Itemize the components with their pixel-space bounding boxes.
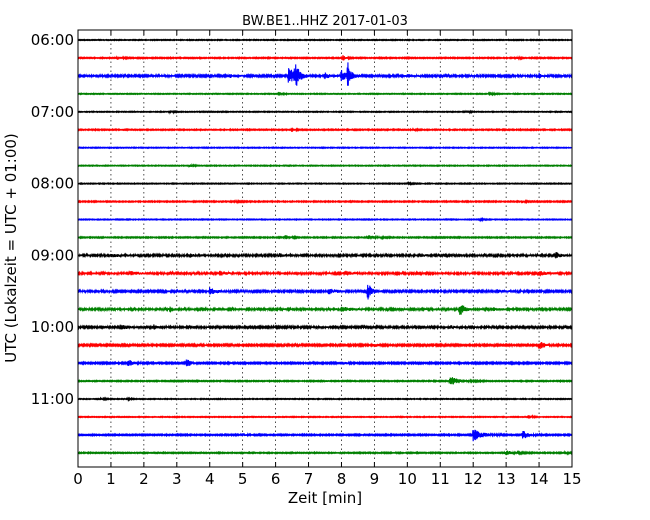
trace-1000 <box>77 324 573 331</box>
y-tick-label: 06:00 <box>31 31 74 49</box>
x-tick-label: 6 <box>271 470 281 488</box>
plot-frame <box>77 29 573 468</box>
trace-0630 <box>77 62 573 86</box>
x-axis-label: Zeit [min] <box>288 489 362 507</box>
trace-1145 <box>77 449 573 456</box>
y-tick-label: 11:00 <box>31 390 74 408</box>
x-tick-label: 5 <box>238 470 248 488</box>
y-tick-label: 08:00 <box>31 175 74 193</box>
x-tick-label: 13 <box>497 470 516 488</box>
trace-1030 <box>77 359 573 367</box>
x-tick-label: 15 <box>562 470 581 488</box>
plot-area: 0 1 2 3 4 5 6 7 8 9 10 11 12 13 14 1506:0007:0008:0009:… <box>31 29 582 488</box>
x-tick-label: 10 <box>398 470 417 488</box>
x-tick-label: 7 <box>304 470 314 488</box>
trace-1015 <box>77 341 573 349</box>
trace-0615 <box>77 55 573 61</box>
trace-0900 <box>77 252 573 259</box>
chart-title: BW.BE1..HHZ 2017-01-03 <box>242 14 408 29</box>
trace-0745 <box>77 162 573 169</box>
trace-0845 <box>77 234 573 241</box>
x-tick-label: 8 <box>337 470 347 488</box>
trace-0645 <box>77 91 573 97</box>
x-tick-label: 0 <box>73 470 83 488</box>
trace-0815 <box>77 198 573 205</box>
x-tick-label: 11 <box>431 470 450 488</box>
x-tick-label: 12 <box>464 470 483 488</box>
trace-0800 <box>77 180 573 187</box>
trace-0730 <box>77 145 573 150</box>
trace-0945 <box>77 305 573 315</box>
trace-1130 <box>77 429 573 442</box>
x-tick-label: 3 <box>172 470 182 488</box>
trace-0915 <box>77 270 573 277</box>
trace-1045 <box>77 377 573 385</box>
trace-0700 <box>77 109 573 115</box>
y-tick-label: 09:00 <box>31 246 74 264</box>
x-tick-label: 4 <box>205 470 215 488</box>
y-tick-label: 10:00 <box>31 318 74 336</box>
trace-0715 <box>77 127 573 133</box>
x-tick-label: 9 <box>370 470 380 488</box>
trace-1115 <box>77 414 573 420</box>
trace-0930 <box>77 284 573 300</box>
x-tick-label: 14 <box>530 470 549 488</box>
x-tick-label: 2 <box>139 470 149 488</box>
trace-0600 <box>77 38 573 42</box>
trace-0830 <box>77 216 573 223</box>
trace-1100 <box>77 396 573 402</box>
y-axis-label: UTC (Lokalzeit = UTC + 01:00) <box>2 133 20 363</box>
x-tick-label: 1 <box>106 470 116 488</box>
y-tick-label: 07:00 <box>31 103 74 121</box>
